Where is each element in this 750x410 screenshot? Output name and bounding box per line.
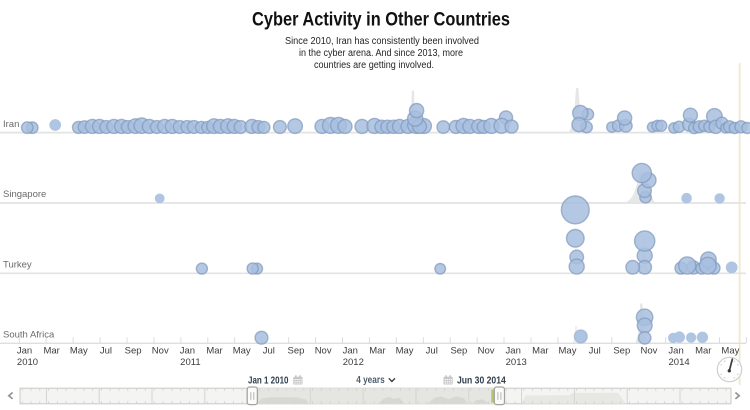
svg-text:Turkey: Turkey: [3, 260, 32, 271]
svg-text:Since 2010, Iran has consisten: Since 2010, Iran has consistently been i…: [285, 36, 479, 47]
svg-text:May: May: [70, 346, 88, 357]
svg-text:Jan 1 2010: Jan 1 2010: [248, 375, 289, 386]
svg-text:Mar: Mar: [532, 346, 548, 357]
svg-text:4 years: 4 years: [356, 375, 385, 386]
svg-text:Mar: Mar: [695, 346, 711, 357]
svg-text:Iran: Iran: [3, 119, 19, 130]
svg-text:Jun 30 2014: Jun 30 2014: [457, 375, 506, 386]
svg-text:Mar: Mar: [43, 346, 59, 357]
svg-text:Jul: Jul: [263, 346, 275, 357]
svg-text:Sep: Sep: [288, 346, 305, 357]
svg-text:Sep: Sep: [613, 346, 630, 357]
svg-text:Nov: Nov: [640, 346, 657, 357]
svg-text:Jul: Jul: [589, 346, 601, 357]
svg-text:2011: 2011: [180, 357, 200, 368]
svg-text:May: May: [396, 346, 414, 357]
svg-text:Sep: Sep: [450, 346, 467, 357]
svg-text:Jul: Jul: [426, 346, 438, 357]
svg-text:Singapore: Singapore: [3, 189, 46, 200]
svg-text:Jul: Jul: [100, 346, 112, 357]
svg-text:May: May: [559, 346, 577, 357]
svg-text:May: May: [721, 346, 739, 357]
svg-text:South Africa: South Africa: [3, 330, 55, 341]
svg-text:Mar: Mar: [369, 346, 385, 357]
svg-text:May: May: [233, 346, 251, 357]
svg-text:Nov: Nov: [478, 346, 495, 357]
svg-text:Jan: Jan: [506, 346, 521, 357]
svg-text:countries are getting involved: countries are getting involved.: [314, 60, 434, 71]
svg-text:Jan: Jan: [180, 346, 195, 357]
svg-text:Sep: Sep: [125, 346, 142, 357]
svg-text:2010: 2010: [17, 357, 38, 368]
svg-text:in the cyber arena. And since: in the cyber arena. And since 2013, more: [299, 48, 463, 59]
svg-text:Mar: Mar: [206, 346, 222, 357]
svg-text:Nov: Nov: [315, 346, 332, 357]
svg-text:Nov: Nov: [152, 346, 169, 357]
svg-text:2014: 2014: [669, 357, 690, 368]
svg-text:Cyber Activity in Other Countr: Cyber Activity in Other Countries: [252, 9, 510, 31]
svg-text:Jan: Jan: [668, 346, 683, 357]
svg-text:2013: 2013: [506, 357, 527, 368]
svg-text:Jan: Jan: [17, 346, 32, 357]
svg-text:Jan: Jan: [343, 346, 358, 357]
svg-text:2012: 2012: [343, 357, 364, 368]
